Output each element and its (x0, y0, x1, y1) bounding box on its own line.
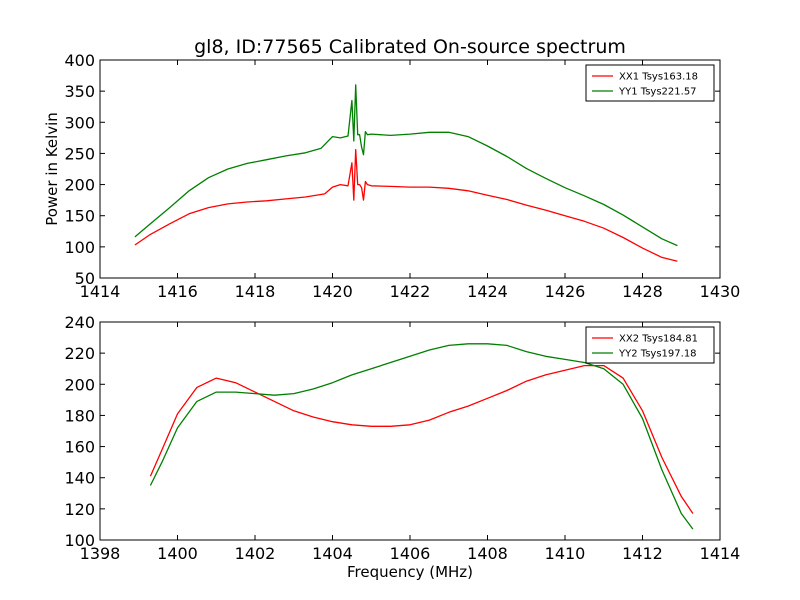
y-tick-label: 250 (64, 144, 95, 163)
legend: XX2 Tsys184.81 YY2 Tsys197.18 (585, 326, 715, 364)
y-tick-label: 50 (75, 269, 95, 288)
x-tick-label: 1424 (467, 282, 508, 301)
top-subplot: 1414 1416 1418 1420 1422 1424 1426 1428 1430 50 10… (43, 51, 740, 301)
x-tick-label: 1428 (622, 282, 663, 301)
y-tick-label: 200 (64, 176, 95, 195)
x-tick-label: 1426 (545, 282, 586, 301)
series-line-xx (134, 149, 678, 262)
x-tick-label: 1398 (80, 544, 121, 563)
x-tick-label: 1422 (390, 282, 431, 301)
y-tick-label: 200 (64, 375, 95, 394)
legend-box (585, 64, 715, 102)
legend-box (585, 326, 715, 364)
y-tick-label: 400 (64, 51, 95, 70)
legend-entry: XX1 Tsys163.18 (619, 72, 698, 83)
x-axis-label: Frequency (MHz) (347, 563, 473, 581)
figure-title: gl8, ID:77565 Calibrated On-source spect… (194, 36, 626, 58)
y-tick-label: 150 (64, 207, 95, 226)
legend-entry: XX2 Tsys184.81 (619, 334, 698, 345)
x-tick-label: 1414 (80, 282, 121, 301)
x-tick-label: 1420 (312, 282, 353, 301)
x-tick-label: 1400 (157, 544, 198, 563)
legend-entry: YY1 Tsys221.57 (618, 87, 697, 98)
y-tick-label: 220 (64, 344, 95, 363)
series-line-xx (149, 364, 694, 514)
x-tick-label: 1416 (157, 282, 198, 301)
series-line-yy (134, 84, 678, 247)
y-axis-label: Power in Kelvin (43, 112, 61, 226)
y-tick-label: 100 (64, 238, 95, 257)
x-tick-label: 1414 (700, 544, 741, 563)
legend: XX1 Tsys163.18 YY1 Tsys221.57 (585, 64, 715, 102)
x-tick-label: 1402 (235, 544, 276, 563)
y-tick-label: 240 (64, 313, 95, 332)
y-tick-label: 180 (64, 406, 95, 425)
y-tick-label: 160 (64, 438, 95, 457)
legend-entry: YY2 Tsys197.18 (618, 349, 697, 360)
x-tick-label: 1418 (235, 282, 276, 301)
x-tick-label: 1430 (700, 282, 741, 301)
x-tick-label: 1410 (545, 544, 586, 563)
x-tick-label: 1412 (622, 544, 663, 563)
series-group (134, 84, 678, 262)
y-tick-label: 100 (64, 531, 95, 550)
y-tick-label: 350 (64, 82, 95, 101)
x-tick-label: 1404 (312, 544, 353, 563)
x-tick-label: 1406 (390, 544, 431, 563)
series-line-yy (149, 343, 694, 530)
y-tick-label: 300 (64, 113, 95, 132)
y-tick-label: 120 (64, 500, 95, 519)
y-tick-label: 140 (64, 469, 95, 488)
series-group (149, 343, 694, 530)
x-tick-label: 1408 (467, 544, 508, 563)
bottom-subplot: 1398 1400 1402 1404 1406 1408 1410 1412 1414 100 1… (64, 313, 740, 581)
